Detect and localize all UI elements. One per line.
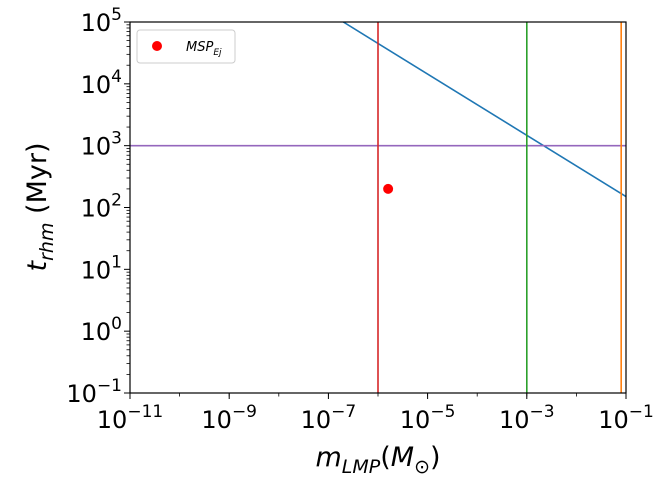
x-tick-label: 10−3	[499, 402, 555, 434]
y-axis-title: trhm (Myr)	[22, 143, 58, 272]
legend: MSPEj	[136, 29, 236, 64]
legend-marker	[152, 41, 162, 51]
x-tick-label: 10−9	[201, 402, 257, 434]
y-tick-labels: 10−1 100 101 102 103 104 105	[66, 5, 122, 408]
y-tick-label: 105	[81, 5, 122, 37]
line-diagonal	[342, 22, 626, 198]
x-tick-label: 10−11	[97, 402, 163, 434]
plot-points	[383, 183, 394, 194]
x-tick-label: 10−7	[301, 402, 357, 434]
x-tick-label: 10−5	[400, 402, 456, 434]
legend-label: MSPEj	[186, 40, 222, 58]
y-tick-label: 100	[81, 314, 122, 346]
y-tick-label: 104	[81, 67, 122, 99]
y-tick-label: 101	[81, 252, 122, 284]
plot-lines	[130, 22, 626, 393]
x-tick-label: 10−1	[598, 402, 654, 434]
y-tick-label: 10−1	[66, 376, 122, 408]
x-axis-title: mLMP(M⊙)	[315, 442, 440, 478]
major-ticks	[124, 21, 627, 399]
minor-ticks	[126, 24, 577, 397]
data-point-msp	[383, 183, 394, 194]
legend-box	[136, 29, 236, 64]
x-tick-labels: 10−11 10−9 10−7 10−5 10−3 10−1	[97, 402, 654, 434]
plot-frame	[129, 21, 627, 394]
y-tick-label: 103	[81, 129, 122, 161]
y-tick-label: 102	[81, 191, 122, 223]
